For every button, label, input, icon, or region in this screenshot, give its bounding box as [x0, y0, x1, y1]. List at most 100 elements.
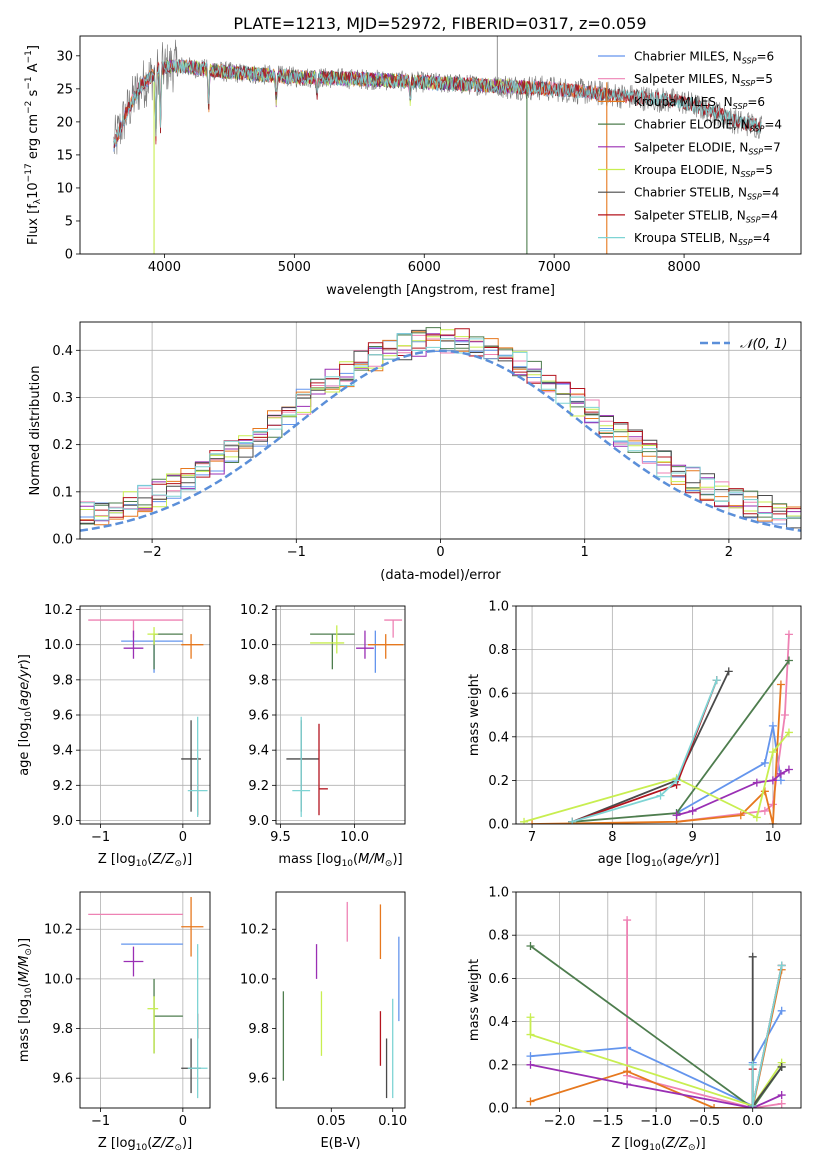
label-part: ⊙	[688, 1143, 696, 1153]
y-tick-label: 1.0	[488, 600, 509, 615]
label-part: Z/Z	[665, 1136, 689, 1151]
weight-marker	[748, 1101, 757, 1108]
label-part: )]	[696, 1136, 706, 1151]
x-tick-label: 9	[688, 830, 696, 845]
y-tick-label: 9.0	[248, 814, 269, 829]
label-part: Z [log	[98, 1136, 136, 1151]
legend-subscript: SSP	[733, 102, 748, 111]
massweight_vs_Z-plot: −2.0 −1.5 −1.0 −0.5 0.0 0.0 0.2 0.4 0.6 0.8 1.0 Z […	[467, 886, 802, 1153]
legend-text: =6	[756, 50, 774, 64]
x-tick-label: −1	[91, 830, 110, 845]
label-part: (	[353, 852, 358, 867]
legend-text: =7	[763, 140, 781, 154]
label-part: )]	[182, 1136, 192, 1151]
label-part: age [log	[598, 852, 651, 867]
label-part: ⊙	[174, 1143, 182, 1153]
label-part: age/yr	[17, 663, 32, 706]
massweight_vs_Z-data	[516, 892, 801, 1108]
x-tick-label: 0	[179, 1114, 187, 1129]
legend-subscript: SSP	[741, 79, 756, 88]
x-tick-label: 10.0	[340, 830, 369, 845]
massweight_vs_age-data	[516, 606, 801, 824]
y-tick-label: 5	[65, 214, 73, 229]
weight-marker	[780, 711, 789, 719]
label-part: mass [log	[278, 852, 341, 867]
y-tick-label: 0.0	[488, 1102, 509, 1117]
legend-text: Chabrier MILES, N	[634, 50, 742, 64]
y-tick-label: 25	[56, 82, 73, 97]
label-part: (	[661, 1136, 666, 1151]
weight-marker	[526, 1060, 535, 1069]
x-tick-label: −0.5	[689, 1114, 721, 1129]
weight-marker	[623, 916, 632, 925]
weight-marker	[748, 1060, 757, 1069]
y-tick-label: 9.6	[52, 709, 73, 724]
legend-entry: Chabrier MILES, NSSP=6	[634, 50, 774, 66]
label-part: Z [log	[611, 1136, 649, 1151]
y-tick-label: 9.4	[52, 744, 73, 759]
label-part: ⊙	[24, 948, 34, 956]
label-part: M/M	[17, 956, 32, 983]
x-tick-label: 5000	[278, 260, 311, 275]
legend-entry: Chabrier STELIB, NSSP=4	[634, 186, 779, 202]
legend-text: =4	[753, 231, 771, 245]
label-part: −1	[24, 76, 34, 89]
weight-marker	[656, 791, 665, 800]
label-part: s	[26, 89, 41, 100]
x-tick-label: 8	[608, 830, 616, 845]
x-tick-label: 8000	[668, 260, 701, 275]
label-part: 10	[24, 711, 34, 723]
y-tick-label: 0.0	[488, 818, 509, 833]
label-part: erg cm	[26, 114, 41, 163]
weight-line	[571, 679, 718, 823]
weight-marker	[724, 667, 733, 676]
legend-text: =4	[764, 118, 782, 132]
y-tick-label: 0.2	[488, 774, 509, 789]
legend-subscript: SSP	[750, 125, 765, 134]
y-axis-label: mass weight	[467, 959, 482, 1041]
x-tick-label: 9.5	[270, 830, 291, 845]
weight-marker	[752, 778, 761, 787]
weight-marker	[768, 721, 777, 730]
weight-marker	[672, 811, 681, 820]
y-tick-label: 9.8	[52, 673, 73, 688]
normal-curve	[80, 349, 801, 532]
x-tick-label: −1	[91, 1114, 110, 1129]
legend-text: Kroupa MILES, N	[634, 95, 733, 109]
x-tick-label: 10	[765, 830, 782, 845]
legend-text: =6	[747, 95, 765, 109]
y-axis-label: Normed distribution	[28, 366, 43, 496]
weight-marker	[520, 817, 529, 824]
axes-frame	[515, 605, 802, 825]
age_vs_Z-data	[80, 606, 210, 824]
legend-text: =4	[762, 186, 780, 200]
legend-subscript: SSP	[742, 57, 757, 66]
legend-text: Chabrier ELODIE, N	[634, 118, 750, 132]
weight-marker	[526, 1052, 535, 1061]
x-tick-label: 0.10	[378, 1114, 407, 1129]
x-tick-label: 1	[581, 545, 589, 560]
legend-entry: Salpeter STELIB, NSSP=4	[634, 208, 778, 224]
weight-marker	[784, 765, 793, 774]
label-part: 10	[26, 182, 41, 199]
x-tick-label: −1	[287, 545, 306, 560]
y-tick-label: 9.2	[52, 779, 73, 794]
x-axis-label: age [log10(age/yr)]	[598, 852, 720, 869]
age_vs_mass-plot: 9.5 10.0 9.0 9.2 9.4 9.6 9.8 10.0 10.2 mass [log1…	[240, 603, 406, 869]
label-part: mass [log	[17, 999, 32, 1062]
x-tick-label: 0.05	[317, 1114, 346, 1129]
axes-frame	[275, 605, 406, 825]
weight-marker	[784, 728, 793, 737]
histogram-step	[80, 333, 801, 521]
y-tick-label: 9.6	[248, 709, 269, 724]
x-tick-label: −2.0	[544, 1114, 576, 1129]
label-part: )]	[392, 852, 402, 867]
weight-marker	[776, 769, 785, 778]
legend-text: Salpeter MILES, N	[634, 72, 741, 86]
y-axis-label: age [log10(age/yr)]	[17, 654, 34, 776]
axes-frame	[275, 891, 406, 1109]
axes-frame	[79, 321, 802, 540]
weight-marker	[777, 1006, 786, 1015]
weight-marker	[712, 676, 721, 685]
